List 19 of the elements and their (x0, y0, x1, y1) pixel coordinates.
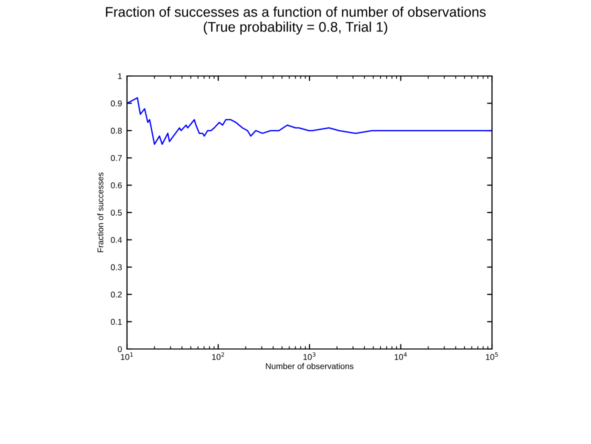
y-tick-label: 0.3 (110, 264, 122, 270)
y-tick-label: 0.4 (110, 237, 122, 243)
y-tick-label: 0.7 (110, 155, 122, 161)
x-tick-label: 10$^{4}$ (394, 352, 407, 360)
x-tick-label: 10$^{1}$ (120, 352, 133, 360)
y-tick-label: 0.6 (110, 182, 122, 188)
y-tick-label: 0.5 (110, 210, 122, 216)
y-tick-label: 0 (118, 346, 122, 352)
y-axis-title: Fraction of successes (97, 172, 104, 252)
x-axis-title: Number of observations (266, 363, 354, 370)
y-tick-label: 0.9 (110, 100, 122, 106)
y-tick-label: 0.2 (110, 292, 122, 298)
x-tick-label: 10$^{5}$ (486, 352, 498, 360)
x-tick-label: 10$^{3}$ (303, 352, 316, 360)
y-tick-label: 1 (118, 73, 122, 80)
y-tick-label: 0.1 (110, 318, 122, 325)
chart-title: Fraction of successes as a function of number of observations (True probability = 0.8, Trial 1) (106, 6, 486, 35)
x-tick-label: 10$^{2}$ (212, 352, 224, 360)
y-tick-label: 0.8 (110, 128, 122, 134)
